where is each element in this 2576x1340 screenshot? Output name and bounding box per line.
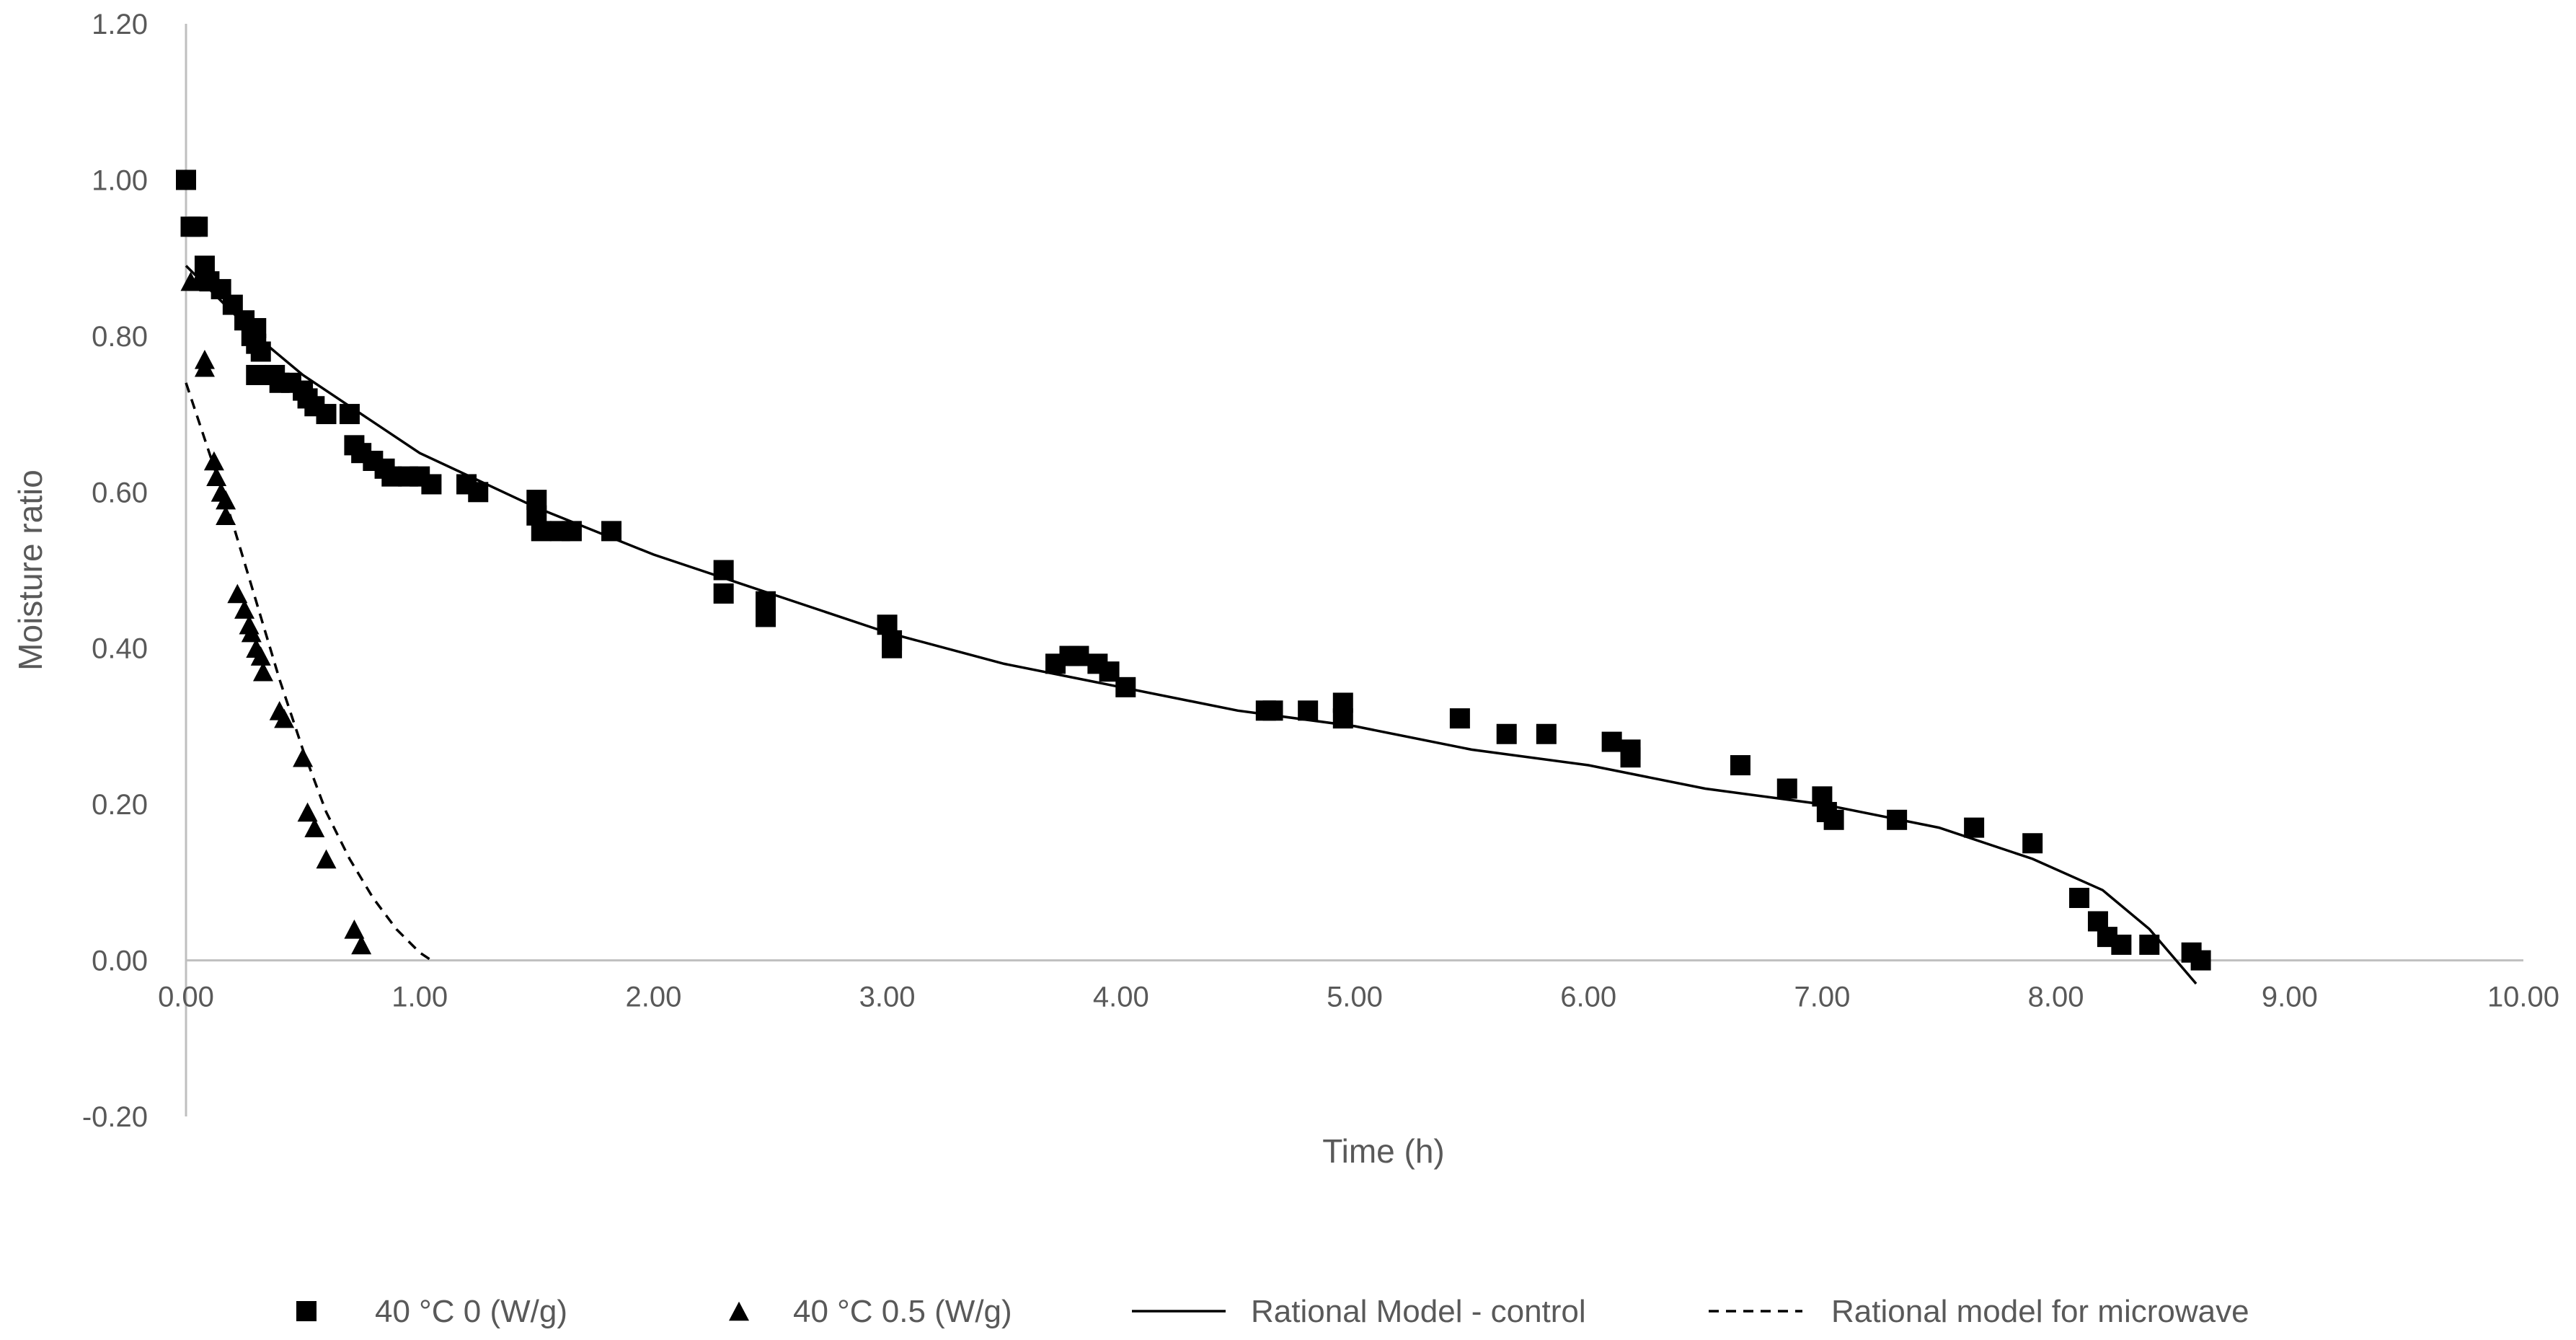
model-lines <box>185 265 2197 985</box>
data-point-square <box>468 482 489 503</box>
data-point-square <box>601 521 622 542</box>
series-line-2 <box>185 265 2197 985</box>
x-tick-label: 4.00 <box>1093 982 1149 1013</box>
data-point-square <box>1823 809 1844 830</box>
legend: 40 °C 0 (W/g) 40 °C 0.5 (W/g) Rational Mod… <box>296 1294 2249 1329</box>
data-point-triangle <box>203 451 224 471</box>
data-point-triangle <box>216 490 236 510</box>
data-point-square <box>176 169 196 190</box>
data-point-square <box>421 474 442 495</box>
data-point-triangle <box>216 506 236 526</box>
data-point-square <box>2139 934 2160 955</box>
data-point-square <box>1730 755 1750 776</box>
legend-item: 40 °C 0.5 (W/g) <box>729 1294 1012 1329</box>
y-tick-label: -0.20 <box>82 1101 148 1133</box>
x-tick-label: 1.00 <box>391 982 448 1013</box>
data-point-triangle <box>297 802 318 822</box>
y-tick-label: 0.40 <box>92 633 148 665</box>
x-tick-label: 8.00 <box>2028 982 2084 1013</box>
legend-item: Rational Model - control <box>1132 1294 1586 1329</box>
data-point-triangle <box>274 708 295 728</box>
data-point-triangle <box>234 599 255 619</box>
legend-item: 40 °C 0 (W/g) <box>296 1294 567 1329</box>
data-markers <box>176 169 2211 971</box>
y-axis-title: Moisture ratio <box>12 470 49 671</box>
y-tick-label: 1.20 <box>92 9 148 40</box>
data-point-square <box>1776 778 1797 799</box>
data-point-square <box>1298 700 1319 721</box>
data-point-square <box>2111 934 2132 955</box>
y-tick-label: 0.60 <box>92 477 148 508</box>
legend-label: 40 °C 0.5 (W/g) <box>793 1294 1012 1329</box>
data-point-square <box>756 607 776 627</box>
data-point-square <box>246 364 267 385</box>
data-point-triangle <box>293 747 314 767</box>
data-point-triangle <box>227 583 248 604</box>
data-point-square <box>882 638 903 658</box>
data-point-square <box>1601 731 1622 752</box>
x-tick-label: 7.00 <box>1794 982 1850 1013</box>
data-point-triangle <box>304 818 325 837</box>
x-tick-label: 6.00 <box>1560 982 1616 1013</box>
data-point-triangle <box>194 357 215 377</box>
series-line-3 <box>185 382 433 962</box>
data-point-square <box>339 404 360 425</box>
data-point-square <box>187 216 208 237</box>
data-point-triangle <box>250 646 271 666</box>
y-tick-label: 0.80 <box>92 321 148 353</box>
data-point-square <box>1262 700 1283 721</box>
legend-label: 40 °C 0 (W/g) <box>375 1294 567 1329</box>
data-point-square <box>1964 817 1985 838</box>
axes <box>185 24 2523 1116</box>
x-tick-label: 5.00 <box>1327 982 1383 1013</box>
data-point-square <box>1115 676 1136 697</box>
legend-square-marker <box>296 1301 317 1321</box>
x-tick-label: 0.00 <box>158 982 214 1013</box>
data-point-triangle <box>344 919 365 939</box>
data-point-triangle <box>206 467 227 486</box>
data-point-square <box>316 404 337 425</box>
data-point-square <box>1332 708 1353 729</box>
x-tick-label: 9.00 <box>2262 982 2318 1013</box>
data-point-square <box>1449 708 1470 729</box>
data-point-square <box>246 333 267 354</box>
y-tick-label: 1.00 <box>92 164 148 196</box>
x-tick-label: 10.00 <box>2487 982 2559 1013</box>
data-point-square <box>1887 809 1908 830</box>
y-tick-label: 0.00 <box>92 946 148 977</box>
data-point-square <box>1620 747 1641 768</box>
data-point-triangle <box>316 849 337 869</box>
data-point-triangle <box>351 935 372 955</box>
data-point-square <box>1068 645 1089 666</box>
x-axis-title: Time (h) <box>1322 1132 1445 1170</box>
legend-label: Rational model for microwave <box>1831 1294 2249 1329</box>
data-point-square <box>2022 833 2043 854</box>
legend-item: Rational model for microwave <box>1709 1294 2249 1329</box>
data-point-triangle <box>252 661 273 682</box>
y-tick-labels: -0.20 0.00 0.20 0.40 0.60 0.80 1.00 1.20 <box>82 9 148 1133</box>
legend-label: Rational Model - control <box>1251 1294 1586 1329</box>
data-point-square <box>713 560 734 581</box>
x-tick-labels: 0.00 1.00 2.00 3.00 4.00 5.00 6.00 7.00 8.00 9.00… <box>158 982 2559 1013</box>
legend-triangle-marker <box>729 1301 749 1321</box>
data-point-square <box>1536 723 1557 744</box>
x-tick-label: 2.00 <box>625 982 681 1013</box>
data-point-square <box>2190 950 2211 971</box>
y-tick-label: 0.20 <box>92 789 148 821</box>
data-point-triangle <box>241 622 262 643</box>
data-point-triangle <box>187 271 208 291</box>
data-point-square <box>2069 888 2090 908</box>
x-tick-label: 3.00 <box>859 982 916 1013</box>
data-point-square <box>531 521 552 542</box>
data-point-square <box>1496 723 1517 744</box>
data-point-square <box>713 583 734 604</box>
data-point-square <box>561 521 582 542</box>
